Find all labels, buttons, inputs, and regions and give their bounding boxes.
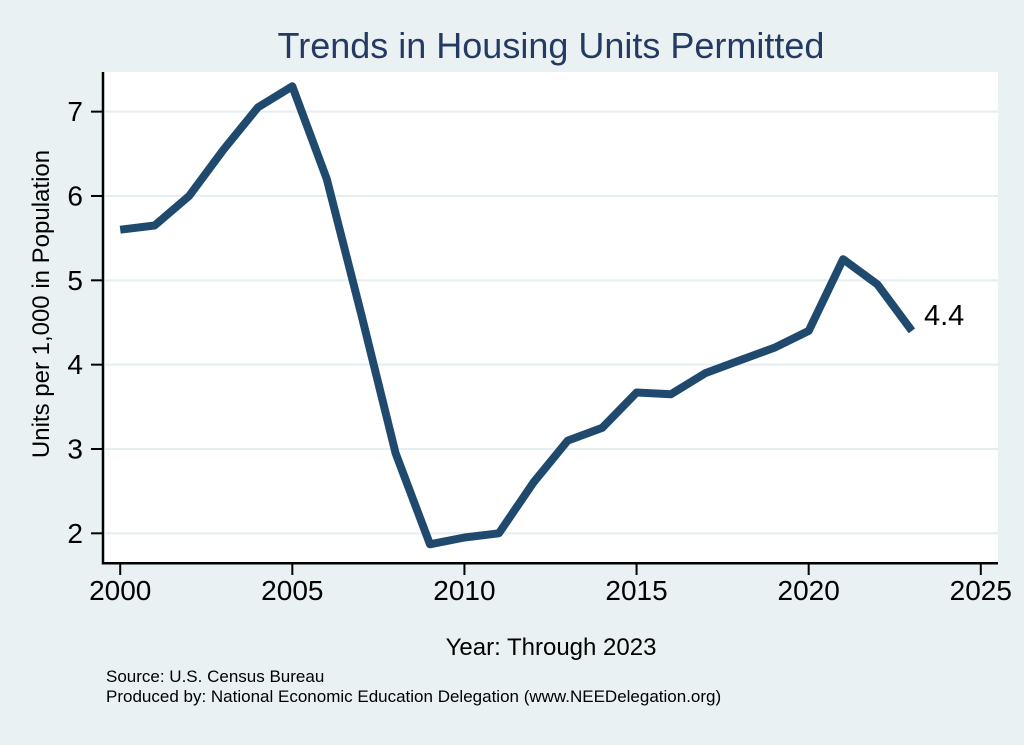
chart-title: Trends in Housing Units Permitted xyxy=(277,25,825,66)
last-value-annotation: 4.4 xyxy=(924,300,964,332)
y-tick-label-7: 7 xyxy=(67,96,83,127)
y-axis-title: Units per 1,000 in Population xyxy=(28,149,55,459)
x-axis-ticks: 2000 2005 2010 2015 2020 2025 xyxy=(89,563,1012,606)
y-tick-label-6: 6 xyxy=(67,180,83,211)
x-tick-label-2025: 2025 xyxy=(950,575,1012,606)
x-tick-label-2020: 2020 xyxy=(778,575,840,606)
plot-area xyxy=(104,72,998,562)
produced-by-note: Produced by: National Economic Education… xyxy=(106,687,722,706)
footer-notes: Source: U.S. Census Bureau Produced by: … xyxy=(106,667,721,707)
y-axis-ticks: 2 3 4 5 6 7 xyxy=(67,96,103,549)
x-axis-title: Year: Through 2023 xyxy=(445,634,657,661)
axis-lines xyxy=(101,72,998,565)
y-tick-label-2: 2 xyxy=(67,518,83,549)
x-tick-label-2010: 2010 xyxy=(433,575,495,606)
y-tick-label-5: 5 xyxy=(67,265,83,296)
x-tick-label-2005: 2005 xyxy=(261,575,323,606)
x-tick-label-2000: 2000 xyxy=(89,575,151,606)
source-note: Source: U.S. Census Bureau xyxy=(106,667,325,686)
y-tick-label-4: 4 xyxy=(67,349,83,380)
series-line-housing-units xyxy=(119,82,916,549)
y-tick-label-3: 3 xyxy=(67,433,83,464)
x-tick-label-2015: 2015 xyxy=(605,575,667,606)
